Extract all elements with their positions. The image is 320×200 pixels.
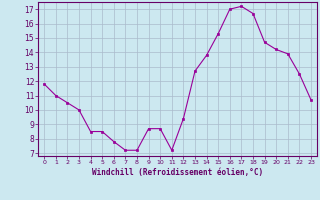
X-axis label: Windchill (Refroidissement éolien,°C): Windchill (Refroidissement éolien,°C) (92, 168, 263, 177)
